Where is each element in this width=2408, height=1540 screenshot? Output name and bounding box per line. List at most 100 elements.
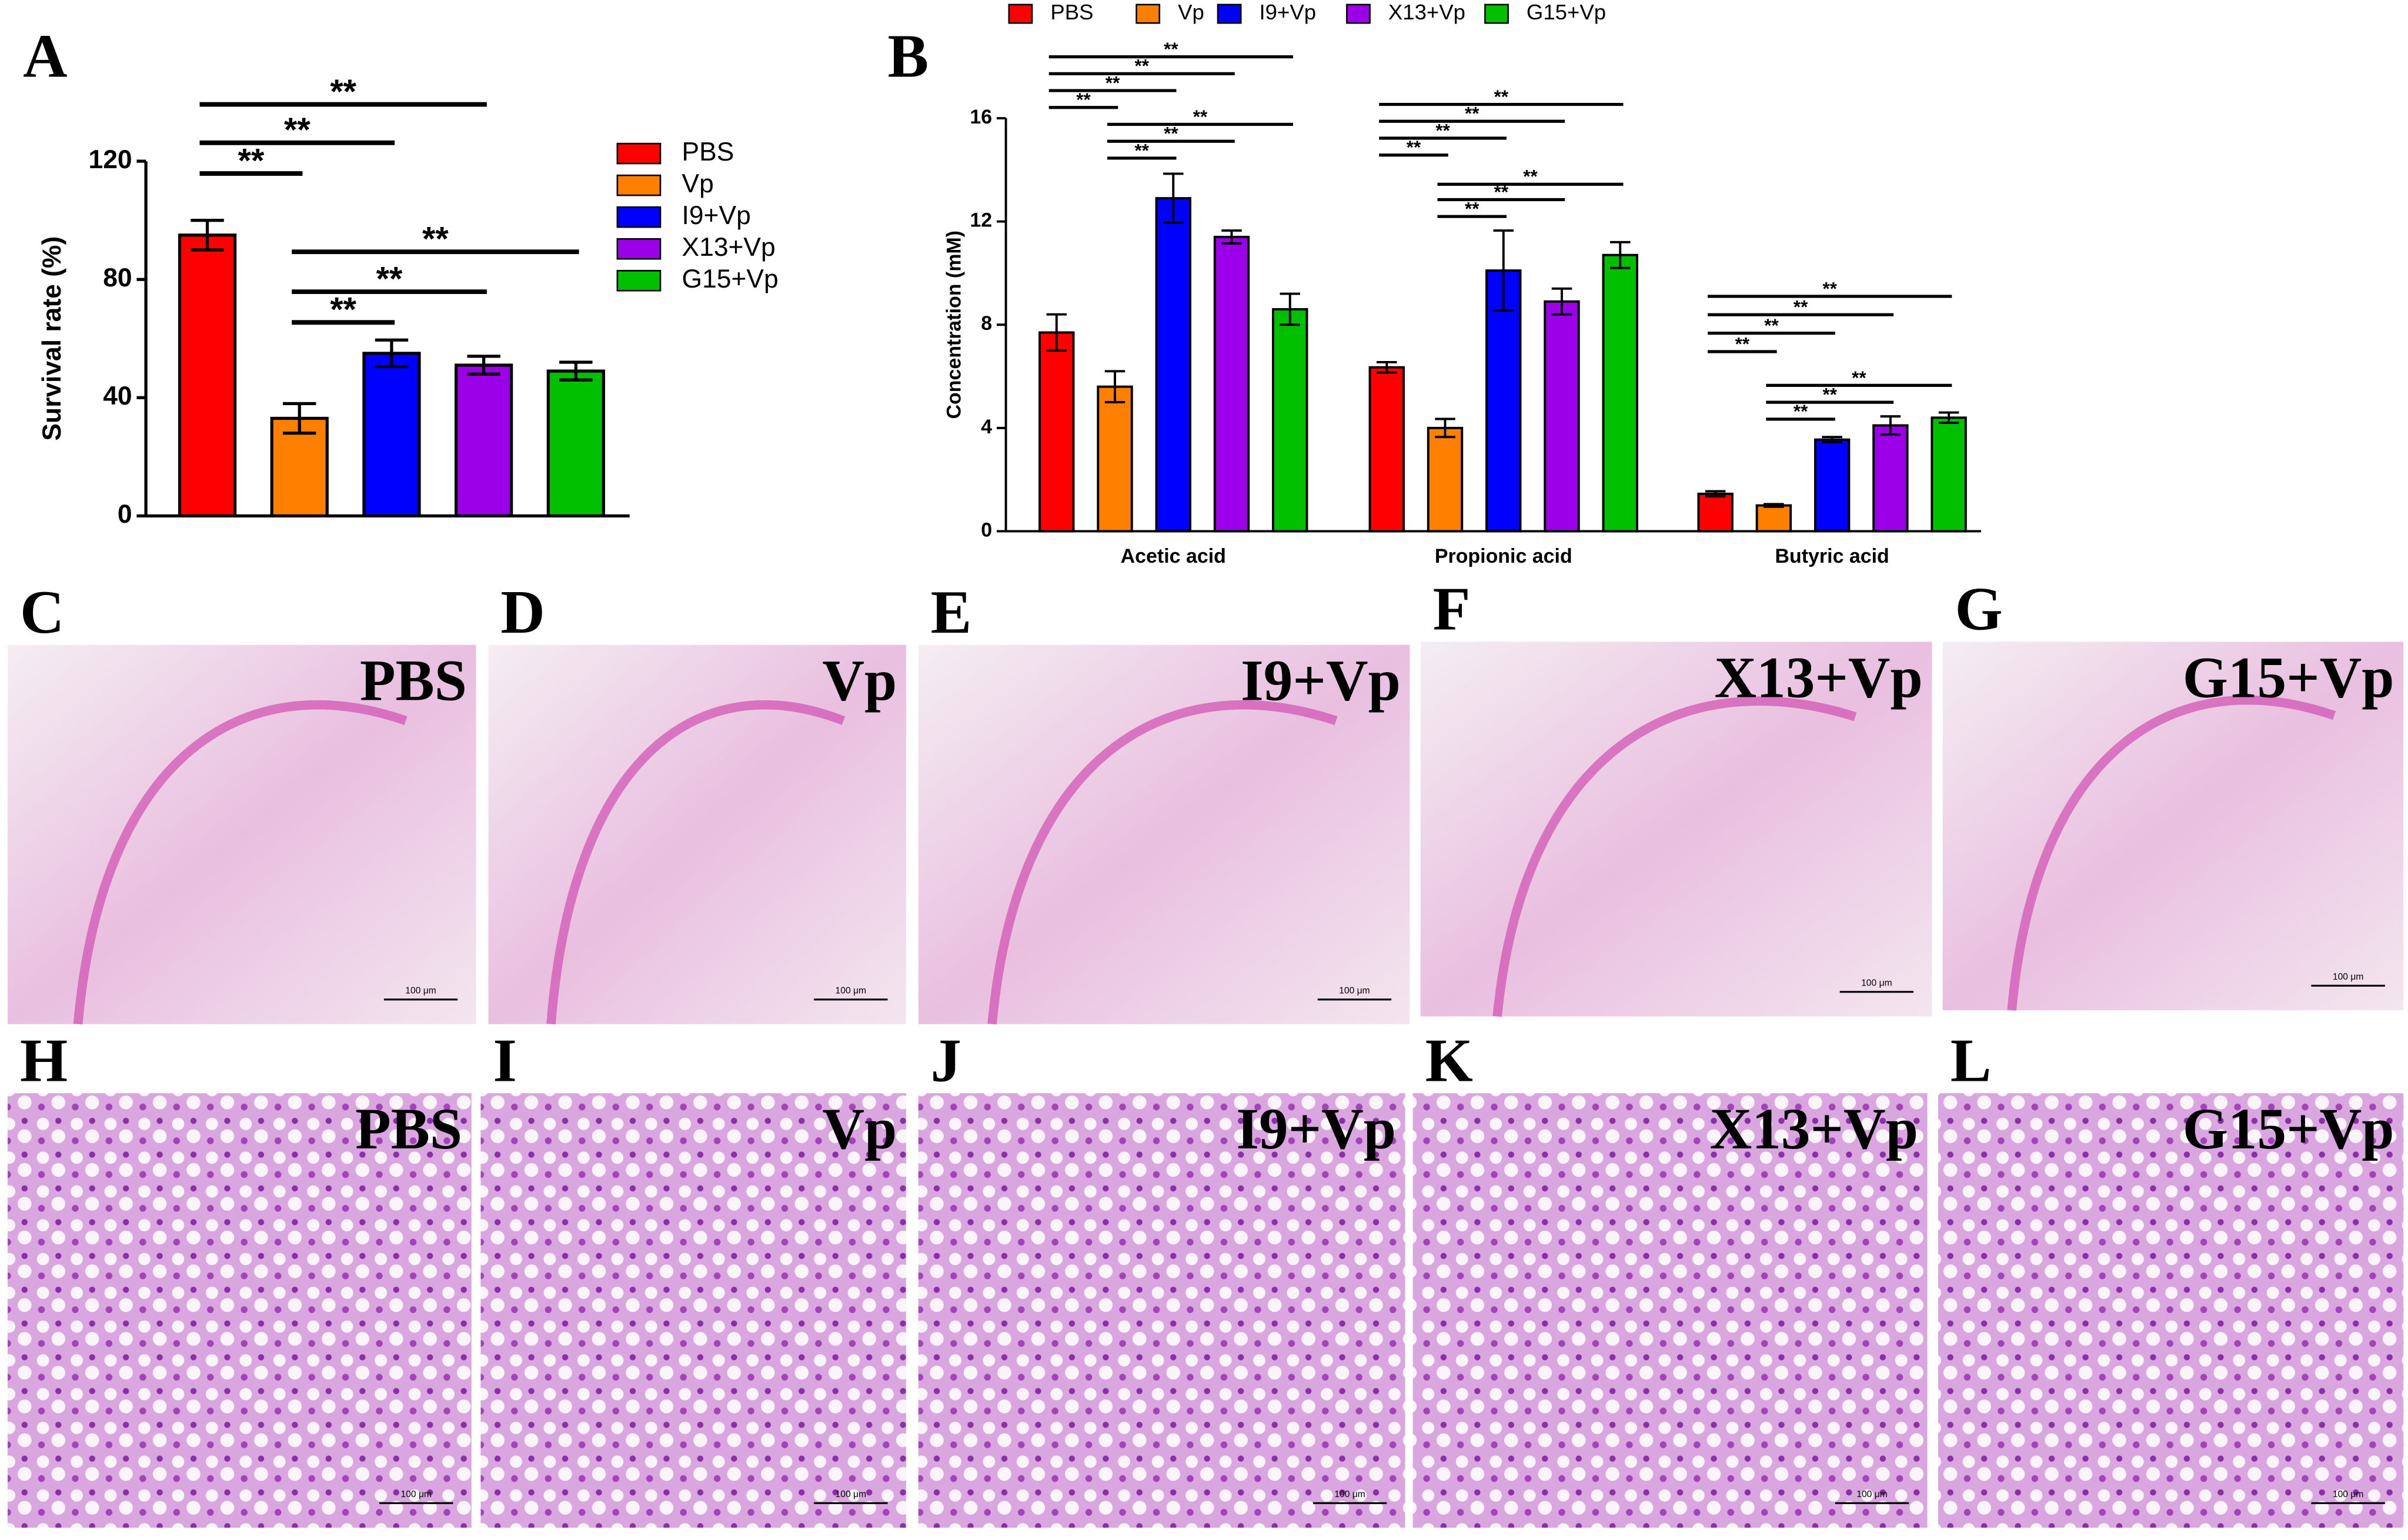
legend-swatch <box>1008 4 1033 24</box>
error-bar <box>1880 415 1901 436</box>
significance-label: ** <box>330 291 356 329</box>
y-tick-label: 0 <box>118 500 132 529</box>
tissue-outline <box>1492 696 1857 1017</box>
significance-label: ** <box>1764 315 1779 336</box>
significance-label: ** <box>1823 278 1838 299</box>
legend-swatch <box>616 206 662 228</box>
error-bar <box>1221 229 1242 245</box>
error-bar <box>559 360 593 382</box>
y-tick-label: 0 <box>981 519 992 541</box>
legend-swatch <box>616 174 662 196</box>
significance-label: ** <box>1465 199 1479 219</box>
tissue-outline <box>73 700 408 1025</box>
significance-label: ** <box>376 260 403 298</box>
micrograph-label: Vp <box>822 1097 897 1161</box>
scale-label: 100 μm <box>2333 972 2364 982</box>
bar <box>1872 424 1909 533</box>
error-bar <box>1764 503 1784 508</box>
error-bar <box>1280 292 1300 326</box>
bar <box>1931 416 1967 533</box>
bar <box>178 233 237 517</box>
legend-label: Vp <box>1178 0 1204 24</box>
error-bar <box>1493 229 1514 312</box>
scale-label: 100 μm <box>1856 1489 1888 1499</box>
y-tick-label: 16 <box>970 106 992 128</box>
micrograph-label: X13+Vp <box>1710 1097 1918 1161</box>
error-bar <box>375 338 409 369</box>
legend-label: X13+Vp <box>1388 0 1465 24</box>
error-bar <box>1377 360 1397 374</box>
legend-label: X13+Vp <box>682 233 776 262</box>
micrograph-label: X13+Vp <box>1714 646 1922 710</box>
error-bar <box>1610 240 1631 269</box>
y-axis-label: Survival rate (%) <box>38 236 66 441</box>
panel-letter: L <box>1951 1026 1992 1094</box>
bar <box>362 352 421 517</box>
significance-label: ** <box>1794 297 1808 318</box>
significance-label: ** <box>1164 123 1178 144</box>
significance-label: ** <box>1193 106 1208 127</box>
bar <box>546 369 605 517</box>
legend-swatch <box>1346 4 1371 24</box>
significance-label: ** <box>1076 89 1091 110</box>
panel-letter: I <box>493 1026 517 1094</box>
scale-label: 100 μm <box>1861 978 1892 988</box>
micrograph-label: I9+Vp <box>1236 1097 1396 1161</box>
significance-label: ** <box>1135 56 1150 76</box>
significance-label: ** <box>422 221 449 258</box>
significance-label: ** <box>1794 401 1808 422</box>
bar <box>1368 366 1405 533</box>
significance-label: ** <box>284 111 310 149</box>
bar <box>1813 438 1851 533</box>
bar <box>1155 197 1191 533</box>
micrograph <box>1412 1093 1928 1528</box>
panel-letter: B <box>888 22 929 91</box>
legend-label: PBS <box>1050 0 1093 24</box>
bar <box>1544 300 1580 533</box>
y-axis-label: Concentration (mM) <box>943 231 965 419</box>
y-tick-label: 8 <box>981 312 992 335</box>
significance-label: ** <box>1523 166 1538 187</box>
bar <box>455 363 513 517</box>
scale-label: 100 μm <box>1339 986 1370 996</box>
significance-label: ** <box>238 142 265 179</box>
bar <box>1427 426 1464 533</box>
x-tick-label: Propionic acid <box>1435 545 1572 567</box>
x-tick-label: Butyric acid <box>1775 545 1889 567</box>
legend-swatch <box>1135 4 1161 24</box>
error-bar <box>1104 370 1125 403</box>
y-tick-label: 4 <box>981 416 992 438</box>
scale-label: 100 μm <box>2333 1489 2364 1499</box>
scale-label: 100 μm <box>1334 1489 1365 1499</box>
micrograph-label: Vp <box>822 649 897 713</box>
error-bar <box>1938 411 1959 425</box>
legend-label: PBS <box>682 138 734 166</box>
legend-label: I9+Vp <box>1260 0 1317 24</box>
significance-label: ** <box>1435 120 1450 141</box>
error-bar <box>1822 436 1842 443</box>
significance-label: ** <box>1494 182 1509 202</box>
y-tick-label: 40 <box>103 382 132 410</box>
panel-letter: E <box>931 578 972 646</box>
micrograph <box>8 1093 472 1528</box>
significance-label: ** <box>1852 368 1866 388</box>
error-bar <box>191 219 224 252</box>
significance-label: ** <box>1135 140 1150 161</box>
legend-swatch <box>616 238 662 260</box>
panel-letter: G <box>1955 575 2003 643</box>
y-tick-label: 80 <box>103 263 132 292</box>
micrograph-label: G15+Vp <box>2183 646 2394 710</box>
legend-swatch <box>1484 4 1509 24</box>
micrograph-label: I9+Vp <box>1241 649 1401 713</box>
significance-label: ** <box>1164 39 1178 59</box>
significance-label: ** <box>1823 385 1838 405</box>
bar <box>1755 504 1792 533</box>
legend-swatch <box>616 270 662 292</box>
tissue-outline <box>987 700 1338 1025</box>
significance-label: ** <box>330 73 356 111</box>
bar <box>1038 331 1075 533</box>
legend-label: I9+Vp <box>682 201 751 230</box>
x-tick-label: Acetic acid <box>1121 545 1226 567</box>
significance-label: ** <box>1407 137 1421 158</box>
